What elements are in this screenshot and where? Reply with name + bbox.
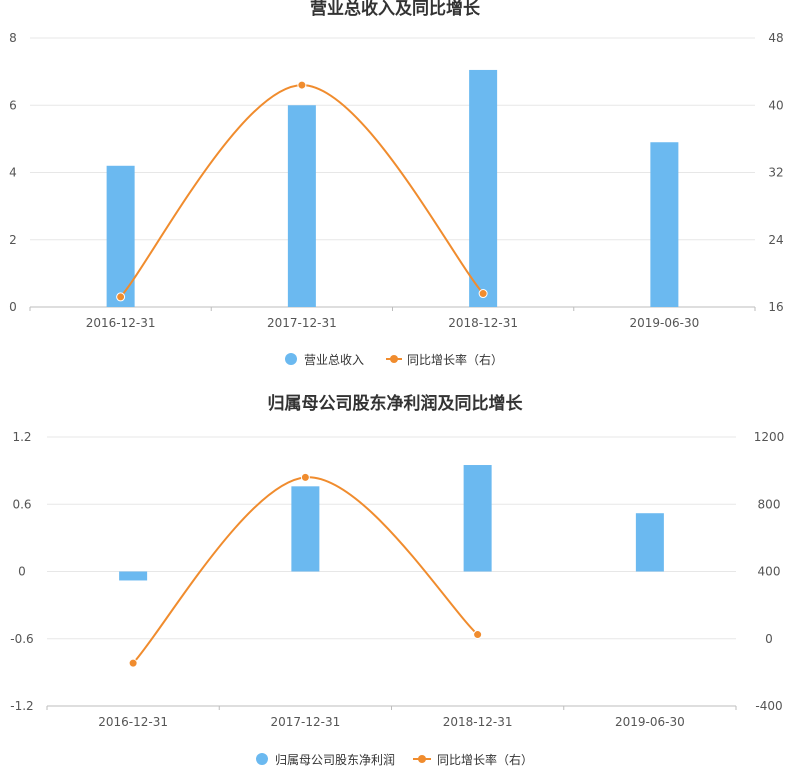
chart-1-bar (287, 105, 316, 307)
chart-2-left-y-tick-label: 0.6 (12, 497, 31, 511)
chart-2-left-y-tick-label: 1.2 (12, 430, 31, 444)
chart-1-x-tick-label: 2016-12-31 (86, 316, 156, 330)
chart-2-right-y-tick-label: 1200 (754, 430, 785, 444)
chart-1-right-y-tick-label: 40 (768, 98, 783, 112)
chart-2-x-tick-label: 2019-06-30 (615, 715, 685, 729)
chart-2-bar (463, 465, 492, 572)
chart-1-x-tick-label: 2017-12-31 (267, 316, 337, 330)
chart-1-bar (650, 142, 679, 307)
chart-2-right-y-tick-label: 0 (765, 632, 773, 646)
chart-2-legend-bar-marker (256, 753, 268, 765)
chart-2-x-tick-label: 2018-12-31 (443, 715, 513, 729)
chart-2-right-y-tick-label: 800 (758, 497, 781, 511)
chart-1-growth-point (297, 80, 307, 90)
chart-2-legend-line-label: 同比增长率（右） (437, 752, 533, 767)
chart-2-bar (635, 513, 664, 572)
chart-2-legend-line-dot (418, 755, 426, 763)
chart-1-left-y-tick-label: 0 (9, 300, 17, 314)
chart-1-legend-line-dot (390, 355, 398, 363)
chart-2-bar (291, 486, 320, 572)
chart-1-bar (106, 165, 135, 307)
chart-2-title: 归属母公司股东净利润及同比增长 (268, 393, 524, 414)
chart-2-legend-bar-label: 归属母公司股东净利润 (275, 753, 395, 767)
chart-2-left-y-tick-label: -1.2 (10, 699, 33, 713)
chart-1-left-y-tick-label: 6 (9, 98, 17, 112)
chart-1-left-y-tick-label: 2 (9, 233, 17, 247)
chart-2-left-y-tick-label: -0.6 (10, 632, 33, 646)
chart-1-growth-point (116, 292, 126, 302)
chart-2-left-y-tick-label: 0 (18, 565, 26, 579)
chart-1-bar (469, 69, 498, 307)
chart-1-right-y-tick-label: 48 (768, 31, 783, 45)
chart-2-right-y-tick-label: 400 (758, 565, 781, 579)
chart-1-legend-line-label: 同比增长率（右） (407, 352, 503, 367)
chart-1-title: 营业总收入及同比增长 (310, 0, 481, 19)
chart-2-right-y-tick-label: -400 (755, 699, 782, 713)
chart-1-right-y-tick-label: 16 (768, 300, 783, 314)
chart-2-x-tick-label: 2017-12-31 (271, 715, 341, 729)
chart-2-growth-point (128, 658, 138, 668)
chart-1-growth-point (478, 289, 488, 299)
chart-1-right-y-tick-label: 32 (768, 166, 783, 180)
chart-2-x-tick-label: 2016-12-31 (98, 715, 168, 729)
chart-1-left-y-tick-label: 4 (9, 166, 17, 180)
chart-1-legend-bar-label: 营业总收入 (304, 353, 364, 367)
chart-1-left-y-tick-label: 8 (9, 31, 17, 45)
chart-2-bar (119, 571, 148, 581)
chart-1-x-tick-label: 2018-12-31 (448, 316, 518, 330)
chart-2-growth-point (300, 472, 310, 482)
chart-2-growth-point (473, 630, 483, 640)
chart-1-x-tick-label: 2019-06-30 (630, 316, 700, 330)
chart-1-right-y-tick-label: 24 (768, 233, 783, 247)
chart-1-legend-bar-marker (285, 353, 297, 365)
